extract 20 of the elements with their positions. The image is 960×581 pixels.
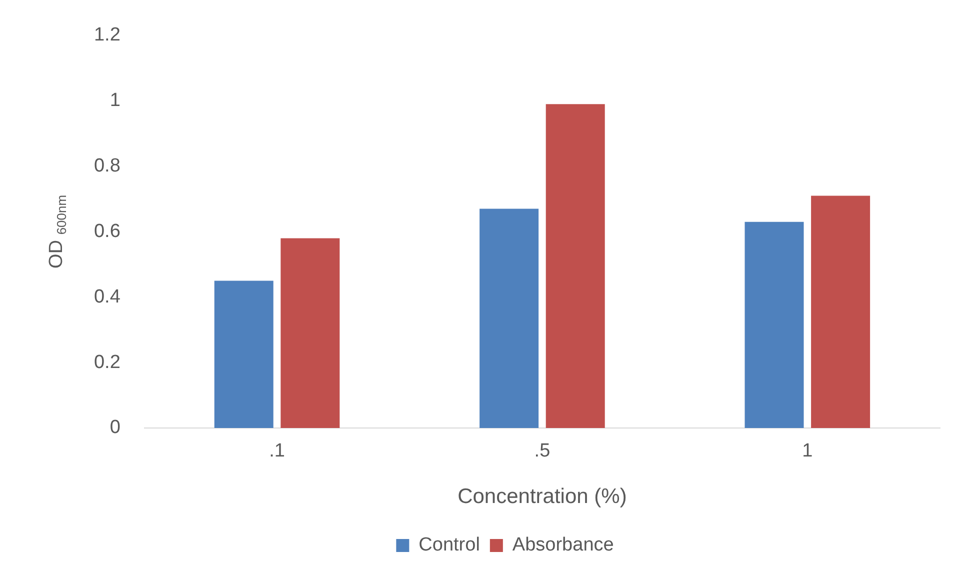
y-tick-label: 0.4 [94,286,121,308]
x-tick-label: .5 [534,440,550,462]
y-tick-label: 0 [110,417,120,438]
x-tick-label: .1 [269,440,285,462]
x-tick-label: 1 [802,440,813,462]
bar [546,104,605,428]
y-tick-label: 1 [110,90,120,112]
y-tick-label: 0.6 [94,220,120,242]
y-axis-title: OD 600nm [46,194,69,268]
legend-label: Control [418,534,480,556]
y-tick-label: 0.2 [94,352,120,373]
x-axis-title: Concentration (%) [458,485,627,508]
bar [744,222,804,428]
y-tick-label: 1.2 [94,24,120,46]
legend-label: Absorbance [512,534,614,556]
bar [280,238,340,428]
y-tick-label: 0.8 [94,156,120,176]
bar [480,208,539,428]
bar [811,196,870,428]
bar [214,280,274,428]
